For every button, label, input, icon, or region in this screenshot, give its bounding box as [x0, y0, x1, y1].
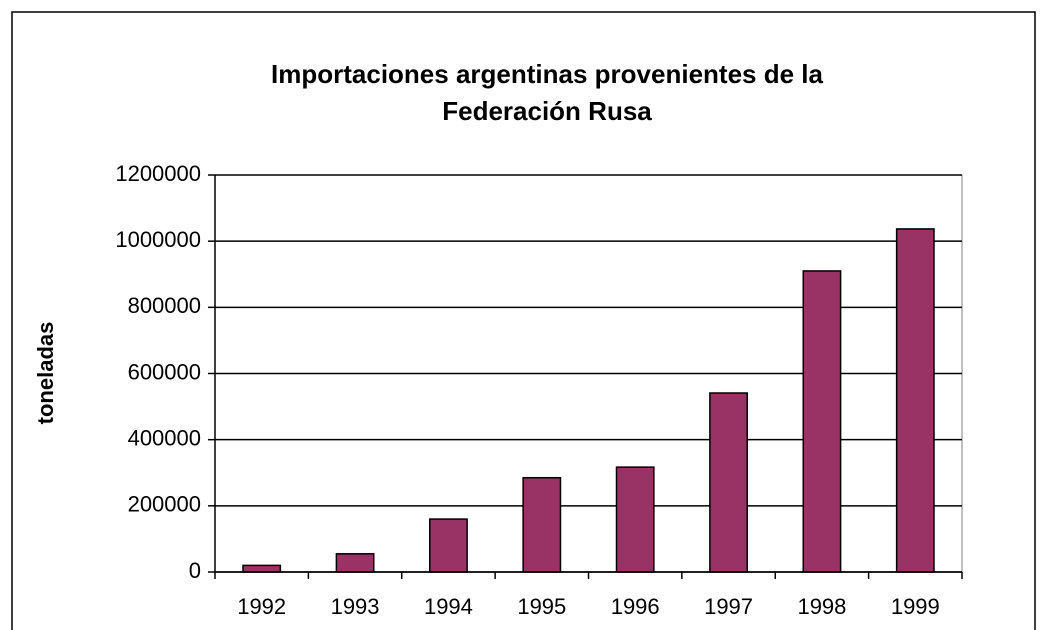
y-tick-label: 1000000	[115, 227, 201, 252]
x-tick-label: 1999	[891, 594, 940, 619]
bar	[522, 476, 562, 573]
y-tick-label: 600000	[128, 359, 201, 384]
y-tick-label: 800000	[128, 293, 201, 318]
bar	[709, 392, 748, 573]
x-tick-label: 1997	[704, 594, 753, 619]
bar	[895, 228, 935, 573]
chart-title: Federación Rusa	[442, 96, 652, 126]
x-tick-label: 1992	[237, 594, 286, 619]
bar	[242, 564, 282, 573]
y-axis-title: toneladas	[33, 322, 58, 425]
chart-frame	[11, 11, 1036, 630]
x-tick-label: 1994	[424, 594, 473, 619]
y-tick-label: 400000	[128, 425, 201, 450]
x-tick-label: 1996	[611, 594, 660, 619]
y-tick-label: 200000	[128, 492, 201, 517]
x-tick-label: 1993	[331, 594, 380, 619]
x-tick-label: 1998	[797, 594, 846, 619]
chart-title: Importaciones argentinas provenientes de…	[271, 59, 823, 89]
bar	[335, 553, 375, 573]
bar	[802, 270, 842, 573]
bar	[429, 518, 468, 573]
bar	[615, 466, 655, 573]
x-tick-label: 1995	[517, 594, 566, 619]
y-tick-label: 1200000	[115, 161, 201, 186]
y-tick-label: 0	[189, 558, 201, 583]
